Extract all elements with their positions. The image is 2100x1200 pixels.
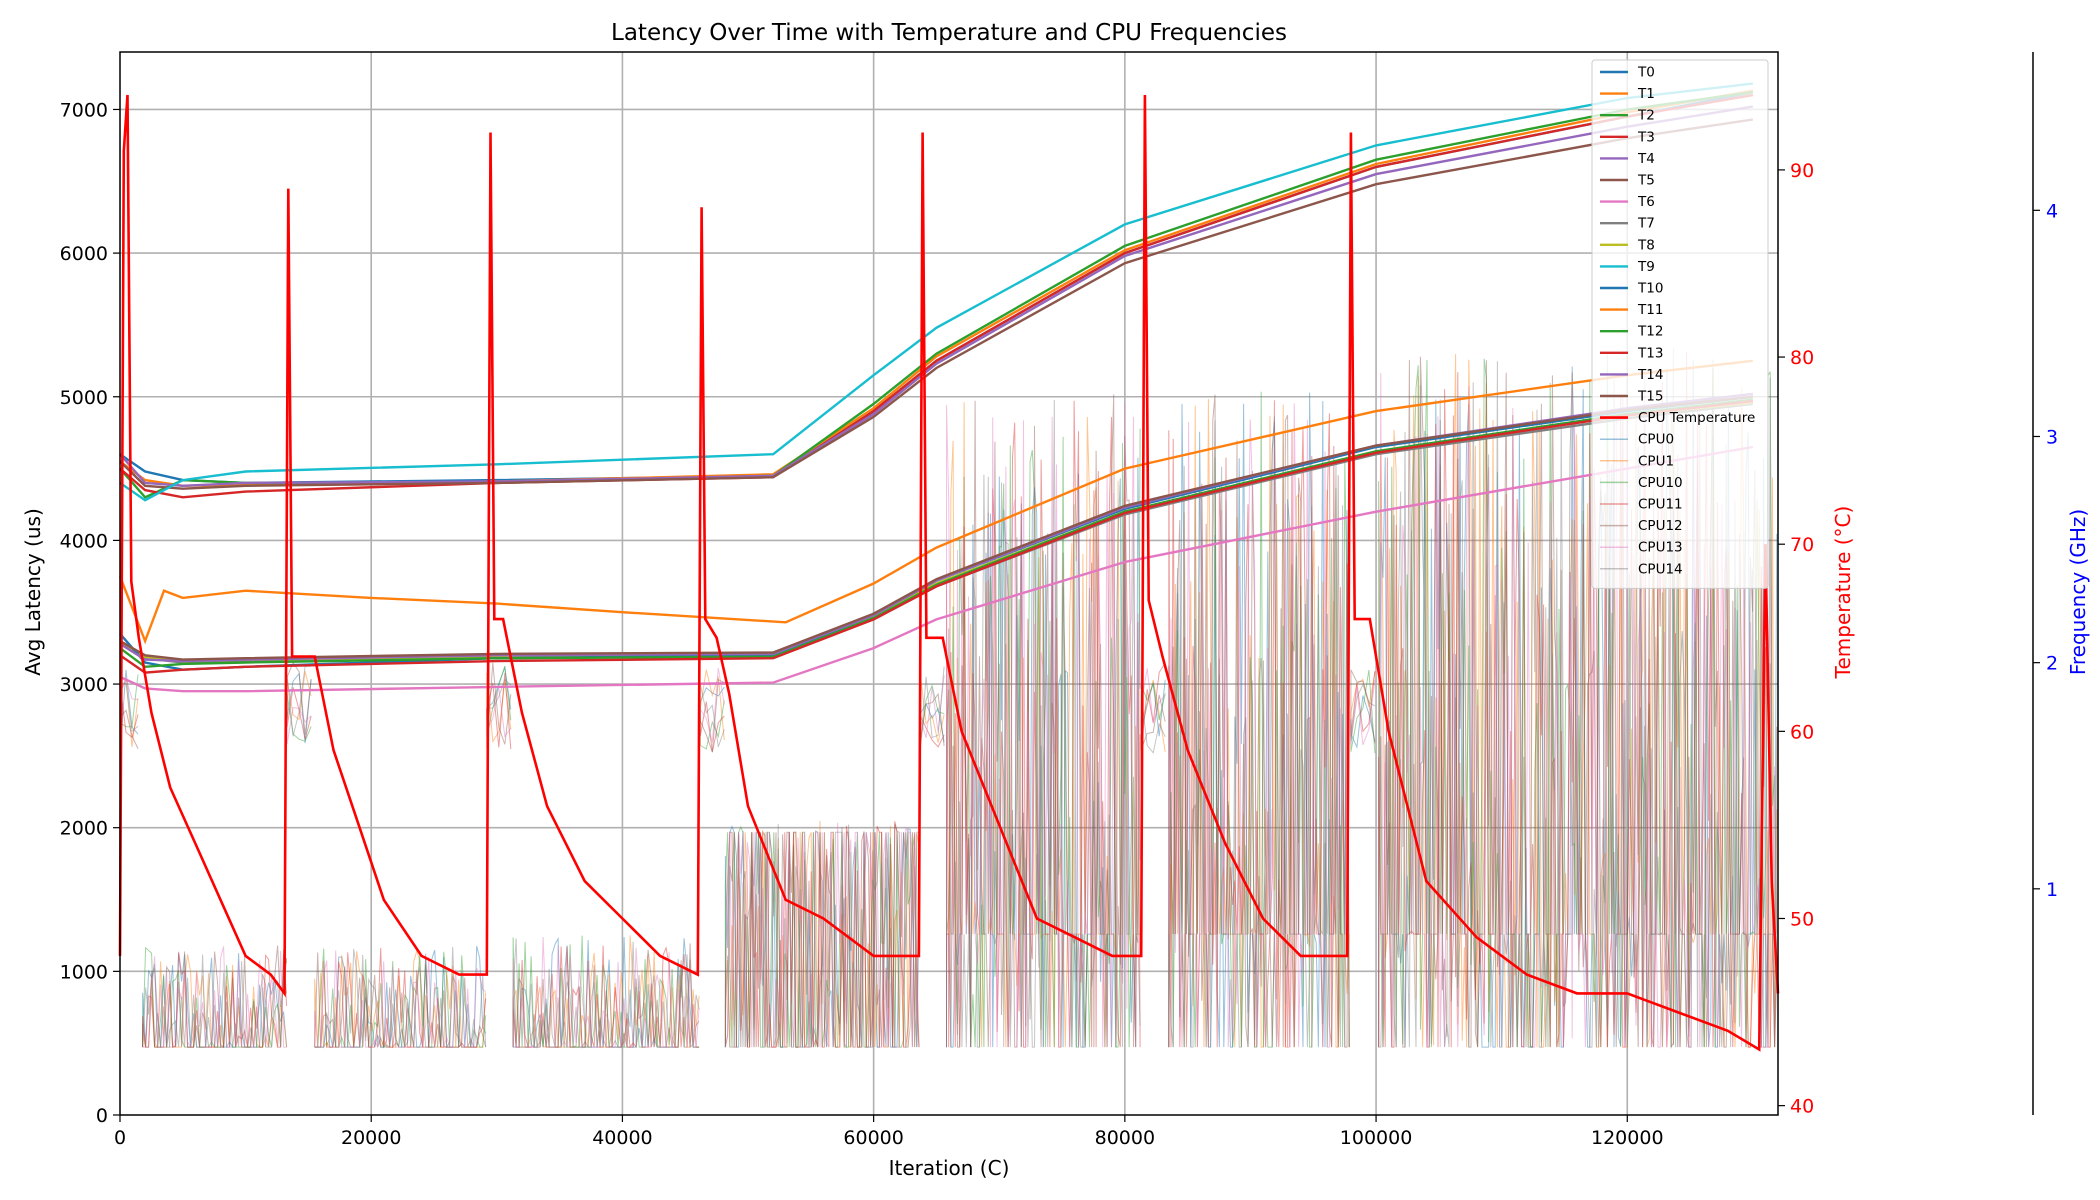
latency-line-t5 [119,118,1754,490]
y-tick-label: 3000 [60,674,108,696]
legend-entry-label: CPU Temperature [1638,410,1755,426]
legend-entry-label: CPU13 [1638,540,1683,556]
chart-title: Latency Over Time with Temperature and C… [611,20,1287,46]
legend-box [1591,59,1769,589]
y-tick-label: 4000 [60,530,108,552]
cpu-frequency-line-cpu12 [119,356,1778,1049]
legend-entry-label: CPU10 [1638,475,1683,491]
y-tick-label: 1000 [60,961,108,983]
temperature-tick-label: 70 [1790,534,1814,556]
y-tick-label: 6000 [60,243,108,265]
latency-lines-layer [118,82,1754,693]
frequency-tick-label: 2 [2046,653,2058,675]
legend-entry-label: CPU11 [1638,497,1683,513]
latency-line-t11 [118,359,1754,645]
legend-entry-label: T11 [1637,302,1663,318]
cpu-frequency-line-cpu10 [119,352,1778,1049]
legend-entry-label: T15 [1637,389,1663,405]
x-tick-label: 80000 [1095,1127,1155,1149]
legend-entry-label: T9 [1637,259,1655,275]
cpu-frequency-line-cpu0 [119,359,1778,1049]
y-tick-label: 5000 [60,387,108,409]
legend-entry-label: T10 [1637,281,1663,297]
legend-entry-label: CPU14 [1638,561,1683,577]
latency-line-t13 [119,399,1754,674]
latency-line-t4 [119,105,1754,488]
legend-entry-label: T14 [1637,367,1663,383]
y-axis-label: Avg Latency (us) [21,508,45,676]
legend-entry-label: CPU0 [1638,432,1674,448]
x-tick-label: 100000 [1340,1127,1413,1149]
x-tick-label: 0 [114,1127,126,1149]
temperature-axis-label: Temperature (°C) [1831,506,1855,680]
temperature-tick-label: 50 [1790,908,1814,930]
y-tick-label: 7000 [60,99,108,121]
temperature-tick-label: 40 [1790,1096,1814,1118]
frequency-tick-label: 4 [2046,200,2058,222]
temperature-tick-label: 90 [1790,160,1814,182]
latency-line-t9 [119,82,1754,502]
cpu-frequency-line-cpu14 [119,347,1778,1049]
legend-entry-label: T12 [1637,324,1663,340]
latency-line-t6 [119,445,1754,693]
temperature-layer [118,94,1780,1052]
legend-entry-label: T3 [1637,129,1655,145]
x-tick-label: 20000 [341,1127,401,1149]
x-tick-label: 60000 [843,1127,903,1149]
legend-entry-label: T2 [1637,108,1655,124]
legend-entry-label: T5 [1637,173,1655,189]
temperature-tick-label: 60 [1790,721,1814,743]
x-tick-label: 40000 [592,1127,652,1149]
legend-entry-label: T1 [1637,86,1655,102]
legend: T0 T1 T2 T3 T4 T5 T6 T7 T8 T9 T10 T11 T12 T13 T14 T15 CP… [1591,59,1769,589]
legend-entry-label: T8 [1637,237,1655,253]
y-tick-label: 2000 [60,818,108,840]
legend-entry-label: T7 [1637,216,1655,232]
legend-entry-label: T13 [1637,345,1663,361]
legend-entry-label: T6 [1637,194,1655,210]
cpu-frequency-layer [119,347,1778,1049]
plot-frame [119,51,1779,1116]
frequency-tick-label: 3 [2046,426,2058,448]
legend-entry-label: CPU1 [1638,453,1674,469]
axes-layer: 0 20000 40000 60000 80000 100000 120000 0 1000 20… [60,52,2058,1149]
legend-entry-label: CPU12 [1638,518,1683,534]
frequency-tick-label: 1 [2046,879,2058,901]
frequency-axis-label: Frequency (GHz) [2066,509,2090,675]
latency-line-t15 [119,395,1754,661]
legend-entry-label: T0 [1637,65,1655,81]
temperature-tick-label: 80 [1790,347,1814,369]
x-axis-label: Iteration (C) [889,1156,1010,1180]
legend-entry-label: T4 [1637,151,1655,167]
y-tick-label: 0 [96,1105,108,1127]
x-tick-label: 120000 [1591,1127,1664,1149]
temperature-line [118,94,1780,1052]
latency-line-t12 [119,398,1754,669]
